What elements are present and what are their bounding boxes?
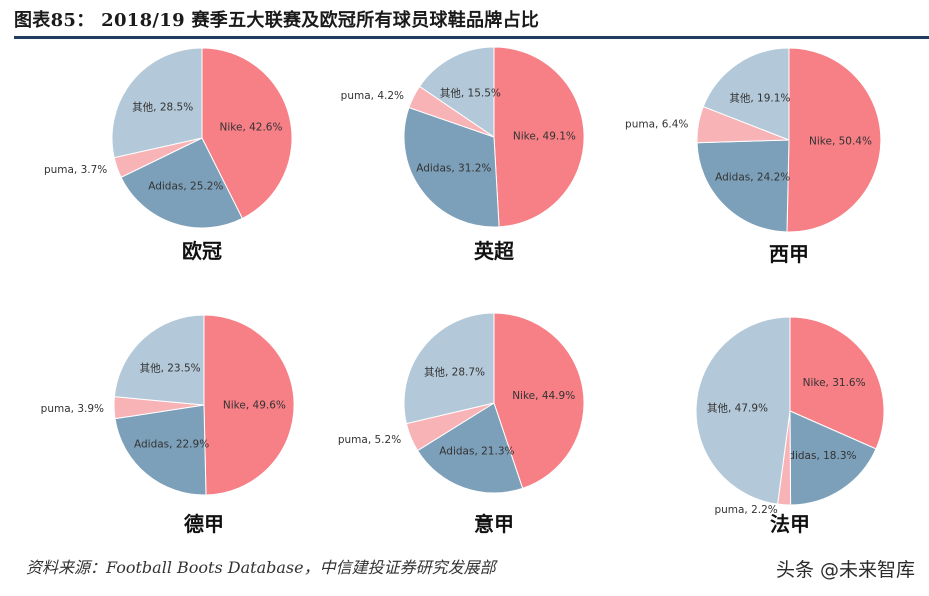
slice-label-Adidas: Adidas, 31.2% — [416, 162, 491, 174]
pie-chart-德甲: Nike, 49.6% Adidas, 22.9% puma, 3.9% 其他, 23… — [41, 314, 295, 536]
source-note: 资料来源：Football Boots Database，中信建投证券研究发展部 — [26, 558, 496, 577]
chart-title: 德甲 — [184, 512, 224, 536]
slice-Adidas — [114, 404, 207, 496]
chart-title: 法甲 — [770, 512, 810, 536]
chart-title: 意甲 — [474, 512, 514, 536]
slice-label-Nike: Nike, 42.6% — [220, 121, 283, 133]
slice-其他 — [695, 316, 791, 505]
pie-chart-西甲: Nike, 50.4% Adidas, 24.2% puma, 6.4% 其他, 19… — [625, 47, 882, 266]
slice-label-puma: puma, 5.2% — [338, 434, 401, 446]
slice-label-puma: puma, 3.7% — [44, 164, 107, 176]
watermark: 头条 @未来智库 — [775, 559, 915, 581]
slice-Nike — [203, 314, 295, 496]
slice-label-其他: 其他, 19.1% — [729, 92, 790, 105]
slice-其他 — [111, 47, 203, 159]
slice-label-其他: 其他, 28.7% — [424, 366, 485, 379]
slice-Nike — [493, 46, 585, 228]
slice-label-其他: 其他, 47.9% — [707, 402, 768, 415]
slice-label-其他: 其他, 23.5% — [140, 362, 201, 375]
slice-label-Nike: Nike, 44.9% — [512, 390, 575, 402]
slice-Adidas — [416, 402, 524, 494]
slice-label-puma: puma, 6.4% — [625, 119, 688, 131]
slice-其他 — [403, 312, 495, 425]
pie-chart-意甲: Nike, 44.9% Adidas, 21.3% puma, 5.2% 其他, 28… — [338, 312, 585, 536]
slice-label-Nike: Nike, 49.6% — [223, 399, 286, 411]
slice-label-puma: puma, 2.2% — [714, 504, 777, 516]
chart-title: 欧冠 — [182, 239, 222, 263]
pie-chart-英超: Nike, 49.1% Adidas, 31.2% puma, 4.2% 其他, 15… — [341, 46, 585, 263]
slice-label-Adidas: Adidas, 21.3% — [439, 445, 514, 457]
pie-chart-法甲: Nike, 31.6% Adidas, 18.3% puma, 2.2% 其他, 47… — [695, 316, 885, 536]
chart-title: 西甲 — [769, 242, 809, 266]
slice-Adidas — [696, 139, 790, 233]
slice-Adidas — [789, 410, 877, 506]
slice-label-Adidas: Adidas, 18.3% — [781, 450, 856, 462]
slice-label-Nike: Nike, 31.6% — [803, 377, 866, 389]
slice-Nike — [786, 47, 882, 233]
slice-label-Adidas: Adidas, 24.2% — [715, 172, 790, 184]
title-divider — [14, 36, 929, 39]
figure-title: 图表85： 2018/19 赛季五大联赛及欧冠所有球员球鞋品牌占比 — [14, 10, 540, 31]
slice-Adidas — [403, 106, 500, 228]
slice-label-Nike: Nike, 49.1% — [513, 131, 576, 143]
slice-label-Adidas: Adidas, 25.2% — [148, 181, 223, 193]
slice-其他 — [702, 47, 790, 141]
slice-其他 — [113, 314, 205, 406]
figure-title-row: 图表85： 2018/19 赛季五大联赛及欧冠所有球员球鞋品牌占比 — [14, 4, 539, 34]
slice-其他 — [418, 46, 495, 138]
slice-label-Adidas: Adidas, 22.9% — [134, 439, 209, 451]
slice-Adidas — [120, 137, 244, 229]
slice-Nike — [201, 47, 293, 220]
pie-chart-欧冠: Nike, 42.6% Adidas, 25.2% puma, 3.7% 其他, 28… — [44, 47, 293, 263]
slice-label-puma: puma, 3.9% — [41, 403, 104, 415]
slice-label-其他: 其他, 15.5% — [440, 87, 501, 100]
slice-label-puma: puma, 4.2% — [341, 90, 404, 102]
chart-title: 英超 — [474, 239, 515, 263]
slice-label-Nike: Nike, 50.4% — [809, 136, 872, 148]
slice-Nike — [493, 312, 585, 489]
slice-label-其他: 其他, 28.5% — [132, 101, 193, 114]
slice-Nike — [789, 316, 885, 450]
